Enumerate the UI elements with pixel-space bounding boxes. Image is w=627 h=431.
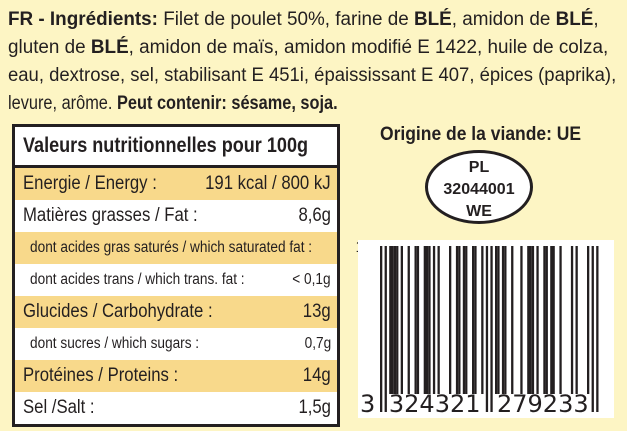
barcode-bar bbox=[501, 246, 505, 394]
ingredients-line: gluten de BLÉ, amidon de maïs, amidon mo… bbox=[8, 34, 616, 62]
nutrition-row: Energie / Energy : 191 kcal / 800 kJ bbox=[15, 168, 337, 200]
barcode-bar bbox=[559, 246, 562, 394]
nutrient-label: Matières grasses / Fat : bbox=[23, 205, 198, 226]
nutrient-label: dont sucres / which sugars : bbox=[30, 335, 200, 352]
barcode: 3 324321 279233 bbox=[358, 240, 614, 418]
meat-origin: Origine de la viande: UE bbox=[380, 124, 599, 146]
nutrition-row: Protéines / Proteins : 14g bbox=[15, 360, 337, 392]
health-mark-suffix: WE bbox=[466, 203, 492, 220]
barcode-bar bbox=[504, 246, 507, 394]
barcode-bar bbox=[472, 246, 475, 394]
barcode-bar bbox=[497, 246, 500, 394]
barcode-bar bbox=[437, 246, 440, 394]
barcode-bar bbox=[511, 246, 514, 394]
nutrient-label: dont acides gras saturés / which saturat… bbox=[30, 239, 313, 256]
barcode-graphic: 3 324321 279233 bbox=[360, 246, 599, 418]
barcode-bar bbox=[380, 246, 383, 412]
ingredient-emphasis: BLÉ bbox=[90, 37, 129, 58]
barcode-bar bbox=[545, 246, 548, 394]
barcode-digits: 3 bbox=[360, 390, 375, 418]
nutrient-value: 1,5g bbox=[298, 397, 331, 418]
barcode-bar bbox=[396, 246, 399, 394]
ingredient-text: eau, dextrose, sel, stabilisant E 451i, … bbox=[8, 65, 617, 86]
barcode-bar bbox=[465, 246, 468, 394]
barcode-bar bbox=[432, 246, 436, 394]
nutrition-row: dont acides trans / which trans. fat : < … bbox=[15, 264, 337, 296]
nutrient-value: < 0,1g bbox=[292, 271, 331, 288]
barcode-bar bbox=[393, 246, 397, 394]
nutrition-row: dont acides gras saturés / which saturat… bbox=[15, 232, 382, 264]
ingredient-emphasis: FR - Ingrédients: bbox=[8, 9, 164, 30]
barcode-bar bbox=[462, 246, 466, 394]
nutrition-row: dont sucres / which sugars : 0,7g bbox=[15, 328, 337, 360]
ingredient-text: , bbox=[593, 9, 599, 30]
nutrient-label: Energie / Energy : bbox=[23, 173, 157, 194]
ingredient-text: gluten de bbox=[8, 37, 91, 58]
barcode-bar bbox=[458, 246, 461, 394]
nutrient-label: dont acides trans / which trans. fat : bbox=[30, 271, 245, 288]
barcode-bar bbox=[384, 246, 387, 412]
barcode-bar bbox=[391, 246, 394, 394]
barcode-bar bbox=[550, 246, 553, 394]
barcode-bar bbox=[570, 246, 574, 394]
barcode-bar bbox=[527, 246, 530, 394]
barcode-bar bbox=[416, 246, 420, 394]
barcode-bar bbox=[414, 246, 417, 394]
barcode-bar bbox=[591, 246, 594, 412]
nutrition-title-text: Valeurs nutritionnelles pour 100g bbox=[23, 134, 309, 157]
barcode-bar bbox=[490, 246, 493, 412]
nutrient-value: 0,7g bbox=[304, 335, 331, 352]
nutrition-table: Valeurs nutritionnelles pour 100g Energi… bbox=[12, 124, 382, 427]
barcode-digits: 324321 bbox=[389, 390, 481, 418]
barcode-bar bbox=[543, 246, 546, 394]
barcode-bar bbox=[575, 246, 578, 394]
meat-origin-text: Origine de la viande: UE bbox=[380, 124, 582, 145]
nutrient-label: Glucides / Carbohydrate : bbox=[23, 301, 213, 322]
barcode-bar bbox=[400, 246, 403, 394]
nutrient-value: 8,6g bbox=[298, 205, 331, 226]
ingredient-text: , amidon de bbox=[451, 9, 556, 30]
ingredients-text: FR - Ingrédients: Filet de poulet 50%, f… bbox=[8, 6, 620, 118]
ingredient-text: Filet de poulet 50%, farine de bbox=[163, 9, 415, 30]
nutrient-label: Sel /Salt : bbox=[23, 397, 95, 418]
ingredients-line: FR - Ingrédients: Filet de poulet 50%, f… bbox=[8, 6, 616, 34]
ingredients-line: eau, dextrose, sel, stabilisant E 451i, … bbox=[8, 62, 616, 90]
barcode-bar bbox=[529, 246, 532, 394]
barcode-bar bbox=[587, 246, 590, 394]
barcode-bar bbox=[596, 246, 599, 412]
barcode-bar bbox=[428, 246, 431, 394]
nutrient-value: 13g bbox=[303, 301, 331, 322]
health-mark: PL 32044001 WE bbox=[425, 150, 533, 224]
ingredient-emphasis: BLÉ bbox=[414, 9, 452, 30]
barcode-bar bbox=[449, 246, 452, 394]
barcode-bar bbox=[485, 246, 489, 412]
health-mark-number: 32044001 bbox=[443, 181, 515, 198]
ingredient-emphasis: Peut contenir: sésame, soja. bbox=[116, 93, 338, 114]
barcode-bar bbox=[481, 246, 484, 394]
health-mark-country: PL bbox=[468, 159, 490, 176]
ingredient-text: levure, arôme. bbox=[8, 93, 117, 114]
barcode-bar bbox=[536, 246, 539, 394]
barcode-bar bbox=[426, 246, 429, 394]
barcode-bar bbox=[389, 246, 392, 394]
nutrient-value: 14g bbox=[303, 365, 331, 386]
barcode-bar bbox=[474, 246, 477, 394]
nutrition-row: Glucides / Carbohydrate : 13g bbox=[15, 296, 337, 328]
nutrition-row: Sel /Salt : 1,5g bbox=[15, 392, 337, 424]
nutrient-value: 191 kcal / 800 kJ bbox=[205, 173, 331, 194]
barcode-bar bbox=[552, 246, 555, 394]
ingredient-text: , amidon de maïs, amidon modifié E 1422,… bbox=[128, 37, 609, 58]
barcode-digits: 279233 bbox=[497, 390, 589, 418]
barcode-bar bbox=[423, 246, 426, 394]
barcode-bar bbox=[407, 246, 410, 394]
barcode-bar bbox=[520, 246, 523, 394]
nutrition-title: Valeurs nutritionnelles pour 100g bbox=[15, 127, 337, 168]
barcode-bar bbox=[531, 246, 535, 394]
barcode-bar bbox=[455, 246, 459, 394]
ingredients-line: levure, arôme. Peut contenir: sésame, so… bbox=[8, 90, 534, 118]
barcode-bar bbox=[495, 246, 498, 394]
ingredient-emphasis: BLÉ bbox=[555, 9, 594, 30]
nutrient-label: Protéines / Proteins : bbox=[23, 365, 179, 386]
nutrition-row: Matières grasses / Fat : 8,6g bbox=[15, 200, 337, 232]
